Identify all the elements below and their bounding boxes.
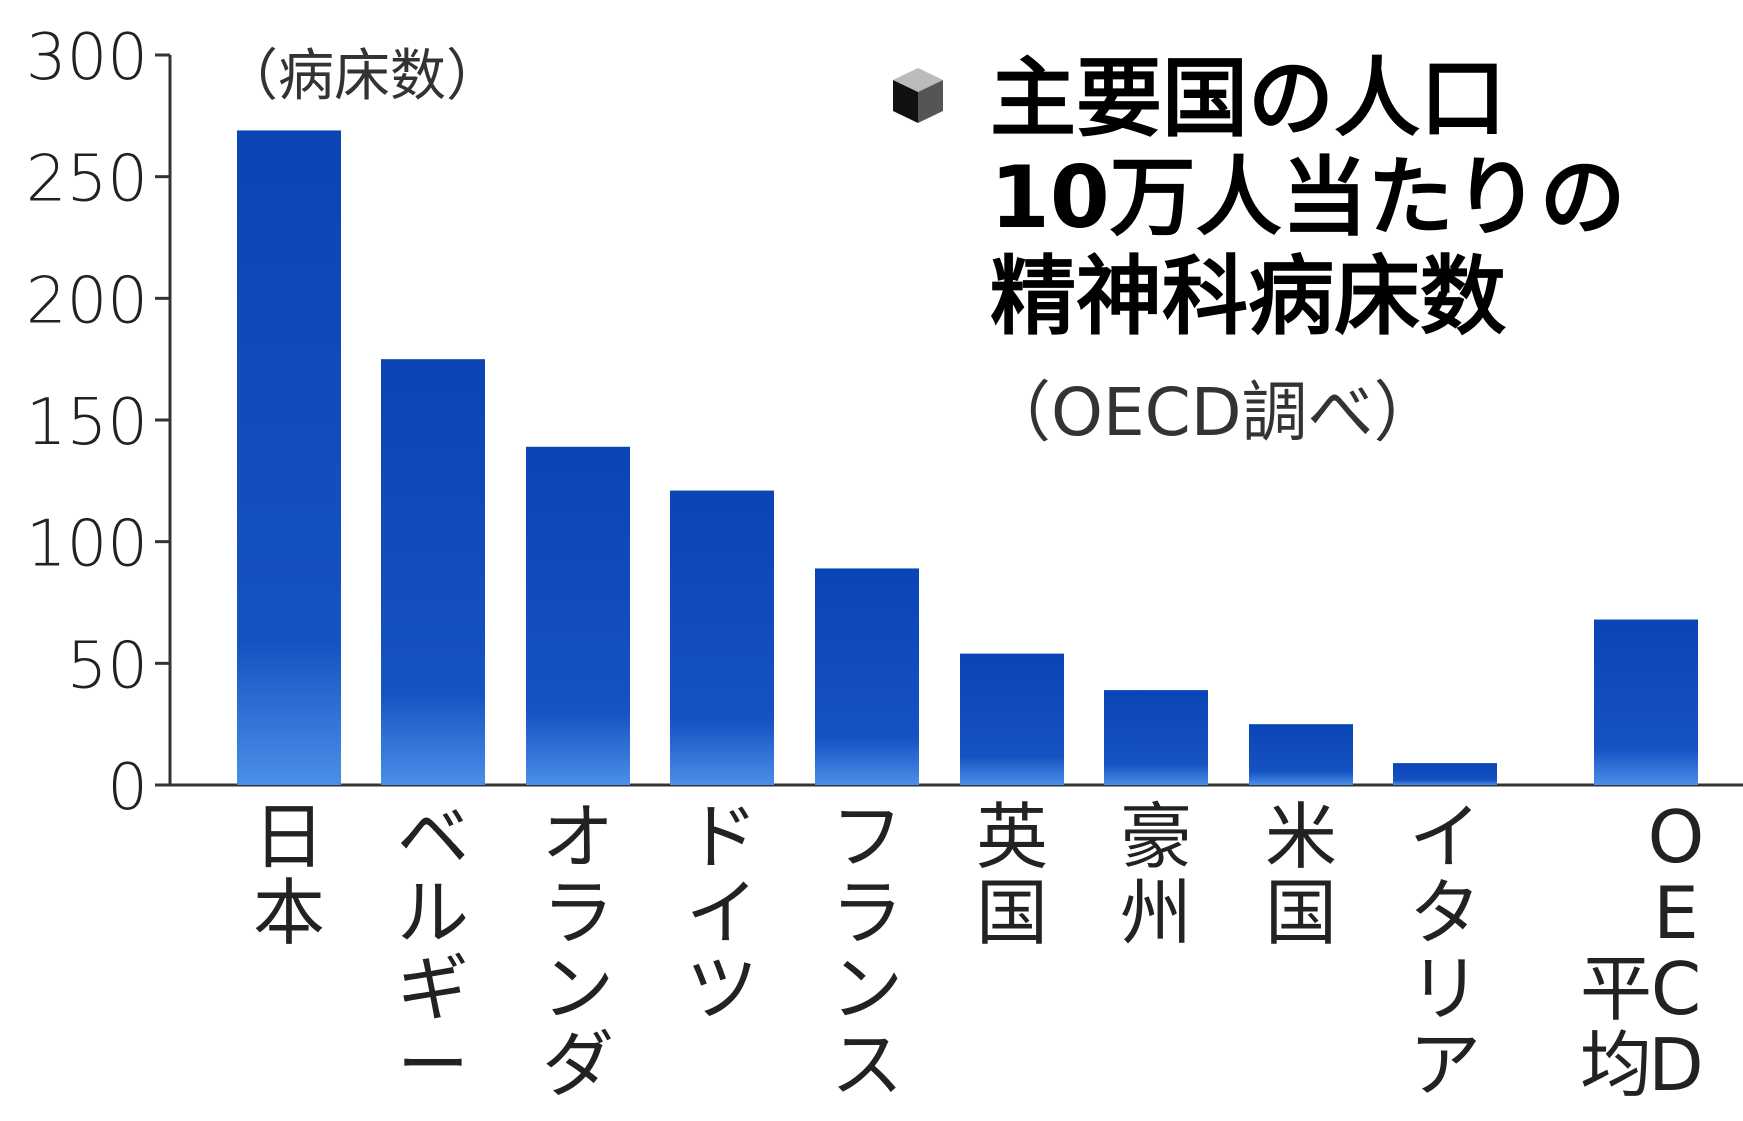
category-label-char: 国 <box>976 871 1048 955</box>
category-label-char: ベ <box>397 795 469 879</box>
chart-title-line-2: 10万人当たりの <box>990 148 1626 248</box>
y-tick-label: 50 <box>67 629 148 703</box>
category-label-char: D <box>1648 1023 1703 1107</box>
chart-title-line-3: 精神科病床数 <box>990 247 1506 347</box>
y-tick-label: 200 <box>26 264 148 338</box>
y-tick-label: 100 <box>26 508 148 582</box>
category-label-char: 英 <box>976 795 1048 879</box>
bar-9 <box>1393 763 1497 785</box>
cube-icon <box>893 68 943 123</box>
bars <box>237 130 1698 785</box>
category-label-char: 国 <box>1265 871 1337 955</box>
bar-2 <box>381 359 485 785</box>
chart-title-line-1: 主要国の人口 <box>990 49 1506 149</box>
category-label-char: ア <box>1409 1023 1481 1107</box>
category-label-char: ー <box>397 1023 469 1107</box>
category-label-char: リ <box>1409 947 1481 1031</box>
category-label-char: ス <box>831 1023 903 1107</box>
bar-7 <box>1104 690 1208 785</box>
bar-4 <box>670 490 774 785</box>
category-label-char: 均 <box>1580 1023 1652 1107</box>
bar-1 <box>237 130 341 785</box>
y-tick-label: 0 <box>107 751 148 825</box>
category-label-char: オ <box>542 795 614 879</box>
category-label-char: ン <box>831 947 903 1031</box>
category-label-char: ド <box>686 795 758 879</box>
category-label-char: 平 <box>1580 947 1652 1031</box>
bar-3 <box>526 446 630 785</box>
category-label-char: ル <box>397 871 469 955</box>
category-label-char: 豪 <box>1120 795 1192 879</box>
category-label-char: ダ <box>542 1023 614 1107</box>
category-label-char: 日 <box>253 795 325 879</box>
category-label-char: O <box>1648 795 1705 879</box>
unit-label: （病床数） <box>222 44 502 109</box>
category-label-char: タ <box>1409 871 1481 955</box>
category-label-char: イ <box>1409 795 1481 879</box>
y-tick-label: 250 <box>26 143 148 217</box>
category-label-char: C <box>1651 947 1701 1031</box>
category-label-char: 本 <box>253 871 325 955</box>
category-label-char: 州 <box>1120 871 1192 955</box>
category-label-char: E <box>1653 871 1699 955</box>
category-label-char: 米 <box>1265 795 1337 879</box>
bar-8 <box>1249 724 1353 785</box>
chart-source: （OECD調べ） <box>985 374 1440 451</box>
category-label-char: ツ <box>686 947 758 1031</box>
y-ticks: 0 50 100 150 200 250 300 <box>26 21 170 825</box>
bar-5 <box>815 568 919 785</box>
category-label-char: フ <box>831 795 903 879</box>
y-tick-label: 150 <box>26 386 148 460</box>
category-label-char: イ <box>686 871 758 955</box>
category-label-char: ギ <box>397 947 469 1031</box>
category-label-char: ラ <box>542 871 614 955</box>
category-label-char: ン <box>542 947 614 1031</box>
bar-10 <box>1594 619 1698 785</box>
bar-6 <box>960 653 1064 785</box>
category-label-char: ラ <box>831 871 903 955</box>
y-tick-label: 300 <box>26 21 148 95</box>
